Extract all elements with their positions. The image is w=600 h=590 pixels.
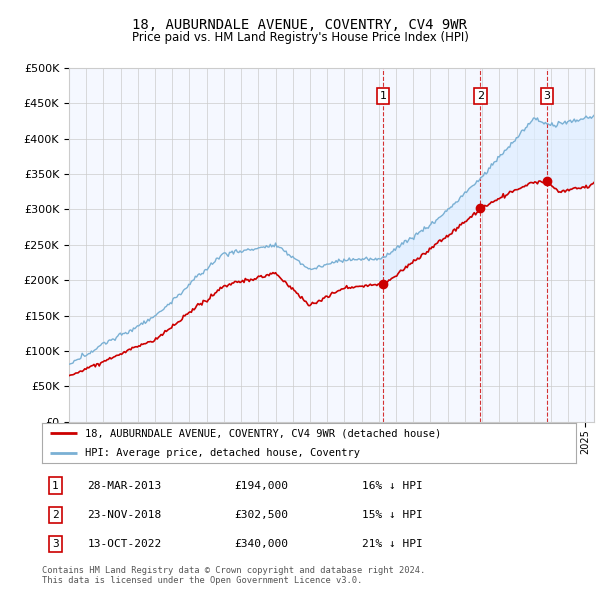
Text: 15% ↓ HPI: 15% ↓ HPI xyxy=(362,510,423,520)
Text: £302,500: £302,500 xyxy=(234,510,288,520)
Text: 13-OCT-2022: 13-OCT-2022 xyxy=(88,539,161,549)
Text: HPI: Average price, detached house, Coventry: HPI: Average price, detached house, Cove… xyxy=(85,448,360,458)
Text: £340,000: £340,000 xyxy=(234,539,288,549)
Text: Contains HM Land Registry data © Crown copyright and database right 2024.
This d: Contains HM Land Registry data © Crown c… xyxy=(42,566,425,585)
Text: 3: 3 xyxy=(52,539,59,549)
Text: 2: 2 xyxy=(477,91,484,101)
Text: 3: 3 xyxy=(544,91,551,101)
Text: 28-MAR-2013: 28-MAR-2013 xyxy=(88,481,161,490)
Text: 16% ↓ HPI: 16% ↓ HPI xyxy=(362,481,423,490)
Text: 21% ↓ HPI: 21% ↓ HPI xyxy=(362,539,423,549)
Text: 1: 1 xyxy=(52,481,59,490)
Text: £194,000: £194,000 xyxy=(234,481,288,490)
Text: 18, AUBURNDALE AVENUE, COVENTRY, CV4 9WR: 18, AUBURNDALE AVENUE, COVENTRY, CV4 9WR xyxy=(133,18,467,32)
Text: 23-NOV-2018: 23-NOV-2018 xyxy=(88,510,161,520)
Text: 1: 1 xyxy=(379,91,386,101)
Text: 2: 2 xyxy=(52,510,59,520)
Text: Price paid vs. HM Land Registry's House Price Index (HPI): Price paid vs. HM Land Registry's House … xyxy=(131,31,469,44)
Text: 18, AUBURNDALE AVENUE, COVENTRY, CV4 9WR (detached house): 18, AUBURNDALE AVENUE, COVENTRY, CV4 9WR… xyxy=(85,428,441,438)
